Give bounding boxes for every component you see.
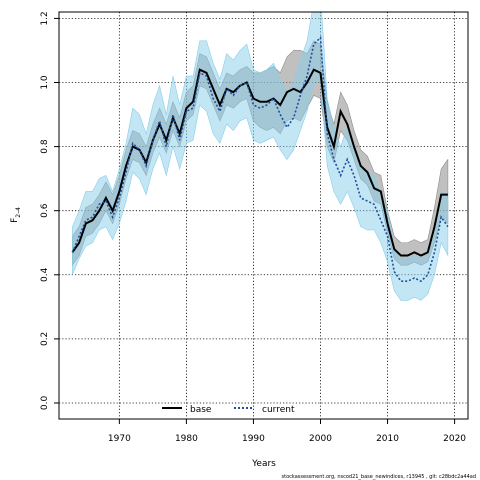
y-tick-label: 0.8 [40, 139, 50, 154]
y-axis-title: F2–4 [10, 207, 22, 223]
footer-credit: stockassessment.org, nscod21_base_newind… [282, 474, 476, 480]
x-tick-label: 2020 [443, 434, 466, 444]
legend: base current [162, 405, 295, 415]
x-tick-label: 1970 [108, 434, 131, 444]
y-tick-label: 0.6 [40, 203, 50, 218]
plot-frame [58, 11, 469, 420]
series-line-current [71, 35, 449, 283]
y-axis-title-text: F2–4 [10, 207, 22, 223]
y-axis-title-subscript: 2–4 [15, 207, 22, 218]
x-tick-label: 2000 [309, 434, 332, 444]
x-tick-label: 2010 [376, 434, 399, 444]
y-axis: 0.0 0.2 0.4 0.6 0.8 1.0 1.2 [40, 11, 59, 410]
y-tick-label: 1.2 [40, 11, 50, 25]
x-axis: 1970 1980 1990 2000 2010 2020 [108, 419, 466, 444]
legend-label-base: base [190, 405, 212, 415]
y-tick-label: 0.4 [40, 267, 50, 282]
x-tick-label: 1980 [175, 434, 198, 444]
y-tick-label: 0.0 [40, 396, 50, 411]
y-axis-title-main: F [10, 218, 20, 223]
series-lines [71, 35, 449, 283]
confidence-bands [72, 12, 449, 301]
y-tick-label: 0.2 [40, 332, 50, 346]
x-tick-label: 1990 [242, 434, 265, 444]
x-axis-title: Years [251, 459, 276, 469]
legend-label-current: current [262, 405, 295, 415]
confidence-band-current [72, 12, 449, 301]
series-line-base [71, 68, 448, 257]
y-tick-label: 1.0 [40, 75, 50, 90]
